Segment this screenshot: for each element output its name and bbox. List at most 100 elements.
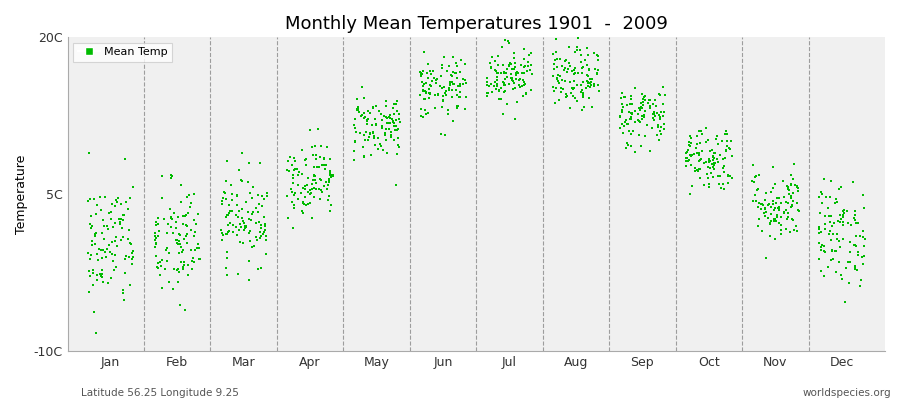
Point [771,204,786,210]
Point [416,87,430,94]
Point [122,195,137,201]
Point [288,190,302,196]
Point [323,171,338,178]
Point [618,116,633,123]
Point [480,79,494,86]
Point [771,207,786,213]
Point [638,108,652,114]
Point [438,90,453,96]
Point [506,78,520,84]
Point [587,83,601,89]
Point [440,107,454,113]
Point [688,168,702,174]
Point [422,90,436,97]
Point [309,156,323,162]
Point [371,146,385,152]
Point [236,218,250,224]
Point [241,179,256,185]
Point [714,185,728,191]
Point [763,233,778,239]
Point [812,194,826,200]
Point [504,61,518,67]
Point [253,225,267,231]
Point [856,261,870,267]
Point [510,69,525,76]
Point [497,70,511,77]
Point [547,57,562,63]
Point [298,182,312,189]
Point [558,65,572,72]
Point [446,54,460,60]
Point [773,227,788,234]
Point [392,118,407,125]
Point [656,113,670,119]
Point [581,80,596,86]
Point [360,117,374,124]
Point [448,70,463,76]
Point [219,265,233,271]
Point [98,254,112,261]
Point [235,178,249,184]
Point [217,190,231,197]
Point [824,256,839,263]
Point [458,94,473,100]
Point [349,96,364,102]
Point [724,153,739,159]
Point [847,242,861,249]
Point [570,98,584,105]
Point [92,246,106,252]
Point [455,76,470,82]
Point [87,231,102,237]
Point [683,152,698,158]
Point [190,245,204,251]
Point [624,96,638,103]
Point [314,188,328,195]
Point [453,89,467,95]
Point [427,74,441,81]
Point [565,93,580,100]
Point [626,101,640,107]
Point [436,54,451,60]
Point [109,234,123,240]
Point [153,259,167,265]
Point [251,201,266,207]
Point [770,205,785,212]
Point [494,96,508,103]
Point [515,70,529,76]
Point [179,240,194,246]
Point [555,86,570,92]
Point [422,90,436,97]
Point [497,80,511,86]
Point [443,79,457,85]
Point [493,69,508,76]
Point [191,210,205,217]
Point [625,110,639,116]
Point [838,299,852,305]
Point [187,229,202,235]
Point [835,219,850,225]
Point [347,148,362,154]
Point [254,222,268,228]
Point [301,201,315,207]
Point [500,101,514,107]
Point [123,282,138,288]
Point [416,83,430,89]
Point [652,116,667,122]
Point [574,82,589,88]
Point [546,61,561,67]
Point [748,174,762,180]
Point [357,95,372,102]
Point [619,102,634,109]
Point [834,184,849,190]
Point [574,107,589,113]
Point [576,94,590,100]
Point [287,202,302,208]
Point [700,171,715,177]
Point [783,182,797,188]
Point [230,212,244,218]
Point [322,179,337,185]
Point [83,256,97,262]
Point [319,162,333,168]
Point [154,263,168,269]
Point [827,220,842,226]
